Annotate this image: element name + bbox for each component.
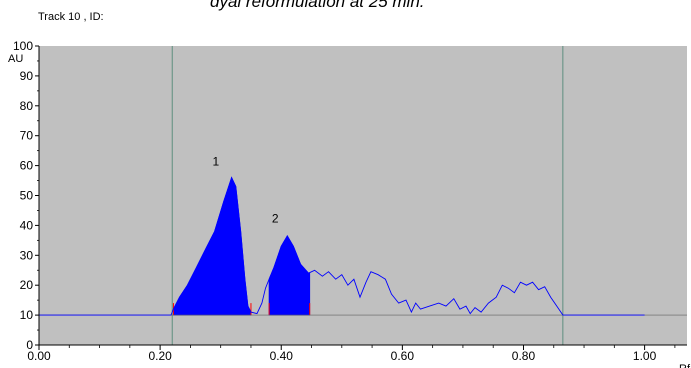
x-tick-label-5: 1.00 (633, 349, 657, 363)
track-label: Track 10 , ID: (38, 11, 104, 23)
y-tick-label-80: 80 (20, 99, 34, 113)
y-tick-label-40: 40 (20, 218, 34, 232)
x-tick-label-1: 0.20 (148, 349, 172, 363)
x-tick-label-0: 0.00 (27, 349, 51, 363)
y-tick-label-0: 0 (26, 338, 33, 352)
y-tick-label-90: 90 (20, 69, 34, 83)
x-tick-label-4: 0.80 (512, 349, 536, 363)
y-tick-label-30: 30 (20, 248, 34, 262)
y-tick-label-60: 60 (20, 159, 34, 173)
x-tick-label-2: 0.40 (270, 349, 294, 363)
x-tick-label-3: 0.60 (391, 349, 415, 363)
chart-title: dyal reformulation at 25 min. (210, 0, 425, 11)
y-axis-label: AU (8, 53, 23, 65)
y-tick-label-100: 100 (13, 39, 33, 53)
peak-label-2: 2 (272, 211, 279, 225)
x-axis-label: Rf (679, 363, 691, 368)
peak-label-1: 1 (212, 155, 219, 169)
plot-area (39, 46, 687, 345)
y-tick-label-50: 50 (20, 189, 34, 203)
series-line (39, 176, 645, 316)
y-tick-label-70: 70 (20, 129, 34, 143)
y-tick-label-20: 20 (20, 278, 34, 292)
y-tick-label-10: 10 (20, 308, 34, 322)
